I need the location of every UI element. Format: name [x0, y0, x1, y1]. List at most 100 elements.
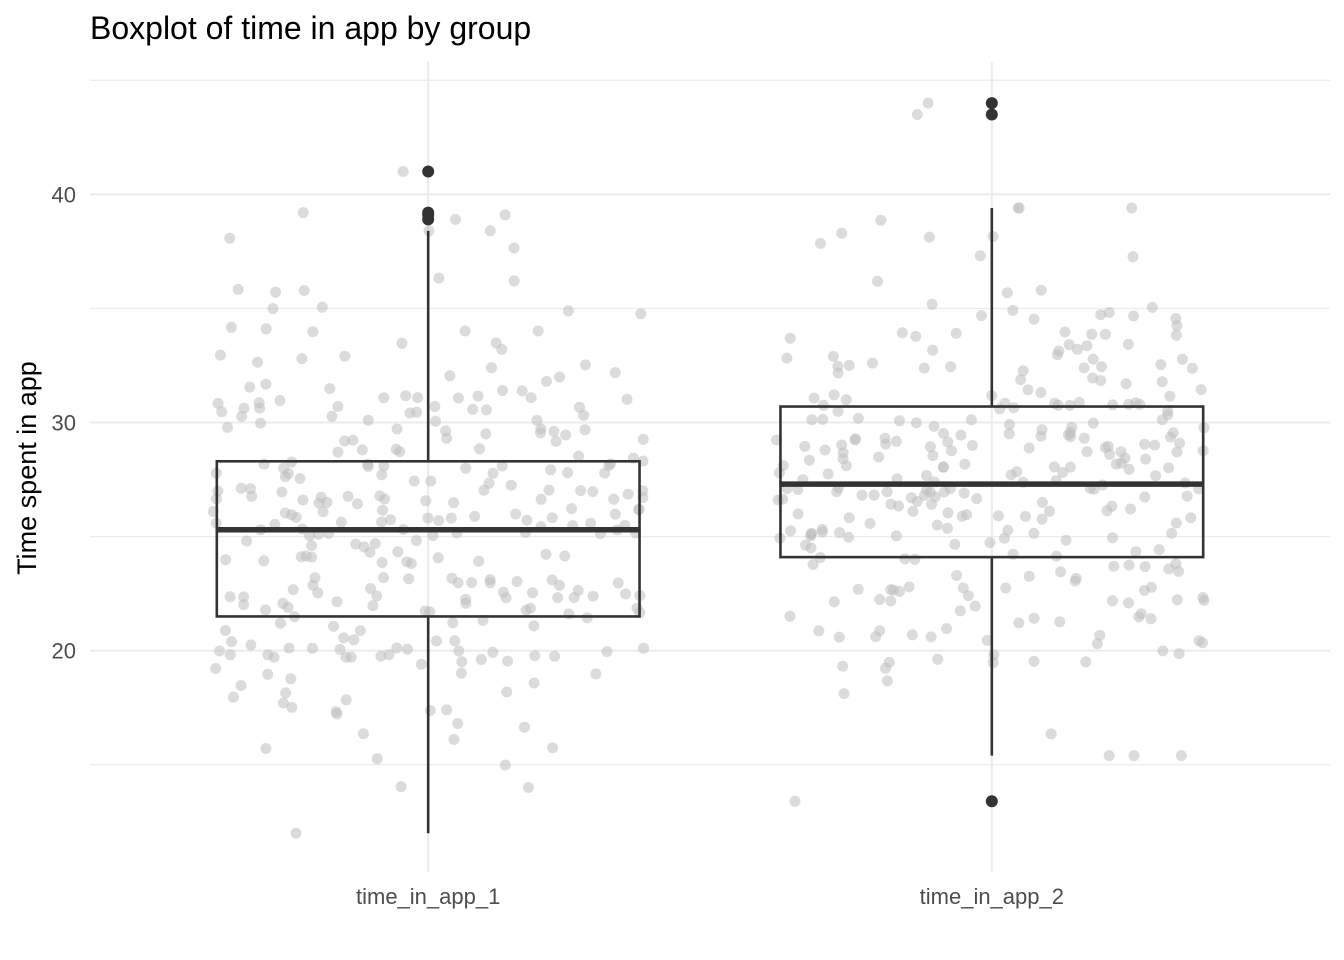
jitter-point — [620, 588, 632, 600]
jitter-point — [487, 646, 499, 658]
jitter-point — [502, 655, 514, 667]
jitter-point — [475, 654, 487, 665]
interquartile-box — [215, 459, 641, 618]
jitter-point — [424, 705, 436, 716]
jitter-point — [531, 414, 543, 426]
jitter-point — [784, 610, 796, 622]
jitter-point — [535, 423, 547, 435]
jitter-point — [420, 495, 432, 507]
jitter-point — [433, 272, 445, 284]
jitter-point — [1013, 617, 1025, 629]
jitter-point — [546, 512, 558, 524]
jitter-point — [1081, 340, 1093, 352]
jitter-point — [1036, 513, 1048, 525]
jitter-point — [1095, 309, 1107, 321]
jitter-point — [339, 350, 351, 362]
jitter-point — [1107, 532, 1118, 544]
jitter-point — [546, 574, 558, 586]
jitter-point — [992, 510, 1004, 522]
jitter-point — [955, 429, 967, 441]
jitter-point — [805, 528, 817, 540]
jitter-point — [843, 512, 855, 524]
jitter-point — [806, 414, 818, 426]
jitter-point — [210, 663, 222, 674]
jitter-point — [235, 482, 247, 494]
jitter-point — [467, 403, 479, 415]
jitter-point — [307, 326, 319, 338]
jitter-point — [1123, 559, 1135, 571]
jitter-point — [377, 504, 389, 516]
jitter-point — [214, 349, 226, 361]
jitter-point — [260, 378, 272, 390]
jitter-point — [1028, 313, 1040, 325]
jitter-point — [1164, 390, 1176, 402]
jitter-point — [298, 285, 310, 296]
jitter-point — [831, 486, 843, 498]
jitter-point — [942, 507, 954, 519]
jitter-point — [911, 496, 923, 507]
jitter-point — [501, 686, 513, 698]
jitter-point — [535, 493, 547, 505]
jitter-point — [1125, 503, 1137, 515]
jitter-point — [500, 592, 512, 604]
jitter-point — [590, 668, 602, 680]
jitter-point — [317, 506, 329, 518]
jitter-point — [1185, 512, 1197, 524]
jitter-point — [1174, 437, 1186, 449]
jitter-point — [1094, 629, 1106, 641]
jitter-point — [1023, 442, 1035, 454]
jitter-point — [433, 515, 445, 527]
jitter-point — [473, 555, 485, 567]
jitter-point — [235, 680, 247, 691]
jitter-point — [1078, 362, 1090, 374]
jitter-point — [445, 512, 457, 524]
jitter-point — [1017, 365, 1029, 377]
jitter-point — [585, 517, 597, 529]
box-time_in_app_2 — [779, 97, 1205, 808]
jitter-point — [510, 508, 522, 520]
jitter-point — [1166, 527, 1178, 539]
jitter-point — [562, 467, 574, 479]
jitter-point — [480, 428, 492, 440]
jitter-point — [941, 623, 953, 635]
jitter-point — [981, 634, 993, 646]
jitter-point — [508, 242, 520, 254]
jitter-point — [350, 538, 362, 550]
jitter-point — [306, 642, 318, 654]
jitter-point — [459, 325, 471, 337]
jitter-point — [262, 668, 274, 680]
y-tick-label: 40 — [52, 182, 76, 207]
jitter-point — [328, 620, 339, 632]
jitter-point — [260, 323, 272, 335]
jitter-point — [378, 460, 390, 472]
jitter-point — [926, 298, 938, 310]
jitter-point — [1128, 750, 1140, 762]
jitter-point — [1139, 561, 1151, 573]
jitter-point — [560, 429, 572, 441]
jitter-point — [224, 649, 236, 661]
jitter-point — [1036, 424, 1048, 436]
jitter-point — [868, 489, 880, 501]
jitter-point — [638, 642, 649, 654]
jitter-point — [238, 599, 250, 611]
jitter-point — [562, 305, 574, 317]
jitter-point — [928, 420, 940, 432]
jitter-point — [1186, 362, 1198, 374]
jitter-point — [405, 558, 417, 569]
jitter-point — [635, 308, 647, 320]
jitter-point — [395, 781, 407, 793]
jitter-point — [324, 383, 336, 395]
jitter-point — [484, 225, 496, 237]
jitter-point — [401, 643, 413, 655]
x-tick-label: time_in_app_2 — [920, 884, 1064, 909]
jitter-point — [1128, 310, 1140, 322]
jitter-point — [1195, 384, 1207, 396]
jitter-point — [376, 516, 388, 528]
jitter-point — [1171, 446, 1183, 458]
jitter-point — [587, 590, 599, 602]
jitter-point — [1044, 505, 1055, 517]
jitter-point — [224, 232, 236, 244]
jitter-point — [838, 688, 850, 700]
jitter-point — [527, 587, 538, 599]
jitter-point — [548, 425, 560, 437]
